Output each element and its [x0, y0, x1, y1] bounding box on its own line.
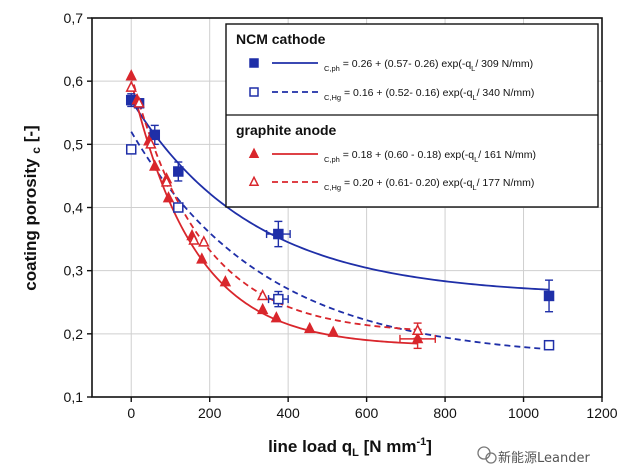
legend-entry-series-1: C,Hg = 0.16 + (0.52- 0.16) exp(-qL/ 340 … — [249, 87, 534, 102]
legend-label-series-1: C,Hg = 0.16 + (0.52- 0.16) exp(-qL/ 340 … — [324, 87, 534, 102]
data-point-series-2 — [256, 302, 269, 315]
data-point-series-1 — [273, 293, 284, 305]
y-tick-label: 0,3 — [64, 263, 84, 279]
data-point-series-0 — [273, 228, 284, 240]
legend-marker-series-0 — [249, 58, 259, 68]
legend-entry-series-0: C,ph = 0.26 + (0.57- 0.26) exp(-qL/ 309 … — [249, 58, 533, 73]
y-axis-title: coating porosity c [-] — [21, 125, 43, 290]
legend-label-eq-sub: L — [471, 64, 475, 73]
data-points — [125, 69, 555, 351]
y-tick-label: 0,7 — [64, 10, 84, 26]
data-point-series-3 — [256, 288, 269, 301]
data-point-series-3 — [160, 175, 173, 187]
x-tick-label: 1000 — [508, 405, 539, 421]
legend-label-sub: C,Hg — [324, 183, 341, 192]
y-tick-label: 0,6 — [64, 73, 84, 89]
data-point-series-3 — [198, 235, 210, 247]
legend-label-eq: = 0.18 + (0.60 - 0.18) exp(-q — [340, 149, 474, 161]
data-point-series-0 — [543, 290, 555, 302]
legend-label-eq-sub: L — [474, 155, 478, 164]
fit-curve-series-3 — [130, 74, 418, 331]
data-point-series-0 — [149, 129, 161, 141]
legend-label-eq-end: / 161 N/mm) — [478, 149, 536, 161]
y-tick-label: 0,4 — [64, 200, 84, 216]
data-point-series-1 — [543, 339, 555, 351]
x-tick-label: 600 — [355, 405, 379, 421]
x-tick-label: 200 — [198, 405, 222, 421]
wechat-logo-icon — [477, 446, 497, 464]
axis-ticks: 0 200 400 600 800 1000 1200 0,1 0,2 0,3 0,4 0,5 0,6 0… — [64, 10, 618, 421]
x-tick-label: 0 — [127, 405, 135, 421]
legend-label-eq-sub: L — [472, 183, 476, 192]
data-point-series-2 — [219, 275, 232, 287]
legend-rows: C,ph = 0.26 + (0.57- 0.26) exp(-qL/ 309 … — [248, 58, 536, 192]
data-point-series-2 — [270, 311, 283, 323]
x-axis-title-unit-sup: -1 — [416, 436, 426, 448]
legend-label-series-3: C,Hg = 0.20 + (0.61- 0.20) exp(-qL/ 177 … — [324, 177, 534, 192]
legend-marker-series-3 — [248, 175, 260, 186]
legend-heading-anode: graphite anode — [236, 122, 337, 138]
data-point-series-3 — [411, 323, 424, 336]
data-point-series-2 — [162, 191, 175, 203]
legend: NCM cathode graphite anode C,ph = 0.26 +… — [225, 23, 599, 208]
y-axis-title-main: coating porosity — [21, 154, 40, 291]
data-point-series-3 — [188, 233, 200, 245]
legend-label-eq-end: / 340 N/mm) — [477, 87, 535, 99]
data-point-series-2 — [125, 69, 137, 81]
legend-marker-series-1 — [249, 87, 259, 97]
data-point-series-1 — [173, 202, 184, 213]
legend-entry-series-3: C,Hg = 0.20 + (0.61- 0.20) exp(-qL/ 177 … — [248, 175, 534, 192]
legend-label-series-2: C,ph = 0.18 + (0.60 - 0.18) exp(-qL/ 161… — [324, 149, 536, 164]
x-axis-title: line load qL [N mm-1] — [268, 436, 432, 459]
legend-entry-series-2: C,ph = 0.18 + (0.60 - 0.18) exp(-qL/ 161… — [248, 147, 536, 164]
legend-label-series-0: C,ph = 0.26 + (0.57- 0.26) exp(-qL/ 309 … — [324, 58, 533, 73]
x-tick-label: 400 — [276, 405, 300, 421]
legend-label-eq: = 0.20 + (0.61- 0.20) exp(-q — [341, 177, 472, 189]
data-point-series-3 — [145, 137, 157, 149]
fit-curve-series-0 — [130, 99, 550, 291]
data-point-series-2 — [304, 321, 316, 334]
x-tick-label: 800 — [433, 405, 457, 421]
x-axis-title-unit: [N mm — [359, 437, 417, 456]
y-axis-title-unit: [-] — [21, 125, 40, 147]
legend-label-eq-sub: L — [472, 93, 476, 102]
x-axis-title-sub: L — [352, 447, 359, 459]
data-point-series-3 — [133, 96, 145, 108]
legend-label-eq-end: / 309 N/mm) — [475, 58, 533, 70]
fit-curve-series-1 — [130, 131, 550, 351]
legend-label-eq: = 0.16 + (0.52- 0.16) exp(-q — [341, 87, 472, 99]
data-point-series-2 — [196, 252, 208, 264]
legend-label-eq: = 0.26 + (0.57- 0.26) exp(-q — [340, 58, 471, 70]
legend-label-sub: C,Hg — [324, 93, 341, 102]
legend-marker-series-2 — [248, 147, 260, 158]
y-tick-label: 0,2 — [64, 326, 84, 342]
y-tick-label: 0,5 — [64, 136, 84, 152]
data-point-series-2 — [327, 325, 339, 337]
data-point-series-2 — [149, 159, 161, 171]
watermark: 新能源Leander — [477, 446, 590, 466]
data-point-series-1 — [125, 144, 137, 155]
legend-label-sub: C,ph — [324, 155, 340, 164]
y-axis-title-sub: c — [29, 147, 43, 154]
legend-label-sub: C,ph — [324, 64, 340, 73]
x-axis-title-main: line load q — [268, 437, 352, 456]
data-point-series-3 — [125, 80, 137, 92]
y-tick-label: 0,1 — [64, 389, 84, 405]
watermark-text: 新能源Leander — [498, 450, 590, 466]
data-point-series-0 — [173, 166, 184, 177]
legend-label-eq-end: / 177 N/mm) — [477, 177, 535, 189]
legend-heading-cathode: NCM cathode — [236, 31, 326, 47]
x-tick-label: 1200 — [586, 405, 617, 421]
x-axis-title-unit-close: ] — [426, 437, 432, 456]
